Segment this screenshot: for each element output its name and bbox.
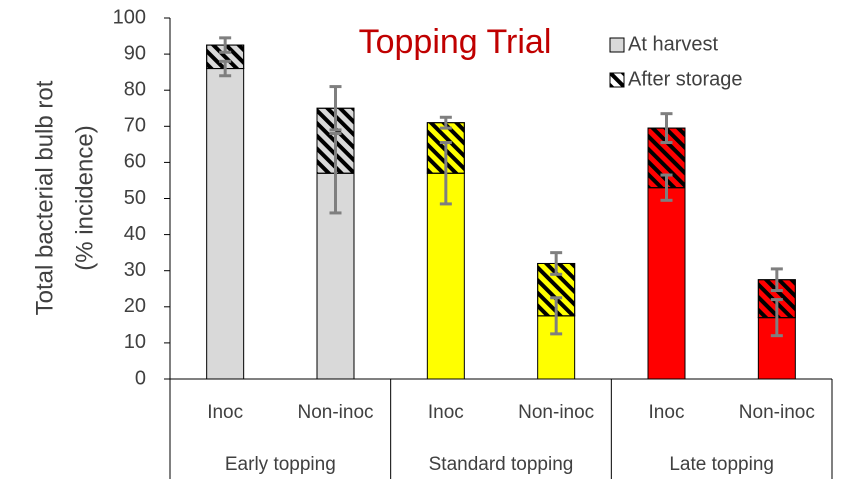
x-tick-label: Non-inoc <box>739 402 815 423</box>
legend-hatch <box>609 72 625 88</box>
legend-label: At harvest <box>628 33 718 55</box>
y-tick-label: 20 <box>124 295 146 317</box>
x-tick-label: Inoc <box>207 402 243 423</box>
x-tick-label: Inoc <box>649 402 685 423</box>
y-tick-label: 100 <box>113 6 146 28</box>
bar-segment <box>206 68 245 380</box>
legend-swatch <box>609 37 625 53</box>
y-tick-label: 10 <box>124 331 146 353</box>
y-tick-label: 80 <box>124 78 146 100</box>
group-label: Standard topping <box>429 454 574 475</box>
y-tick-label: 40 <box>124 223 146 245</box>
x-tick-label: Inoc <box>428 402 464 423</box>
y-tick-label: 50 <box>124 187 146 209</box>
y-tick-label: 30 <box>124 259 146 281</box>
y-axis-label: Total bacterial bulb rot <box>31 80 58 315</box>
x-tick-label: Non-inoc <box>518 402 594 423</box>
x-tick-label: Non-inoc <box>297 402 373 423</box>
y-axis-label: (% incidence) <box>71 125 98 270</box>
bar-segment <box>647 187 686 380</box>
y-tick-label: 70 <box>124 115 146 137</box>
group-label: Early topping <box>225 454 336 475</box>
y-tick-label: 90 <box>124 42 146 64</box>
legend-label: After storage <box>628 68 743 90</box>
y-tick-label: 60 <box>124 151 146 173</box>
chart-title: Topping Trial <box>359 23 552 61</box>
group-label: Late topping <box>669 454 774 475</box>
y-tick-label: 0 <box>135 367 146 389</box>
